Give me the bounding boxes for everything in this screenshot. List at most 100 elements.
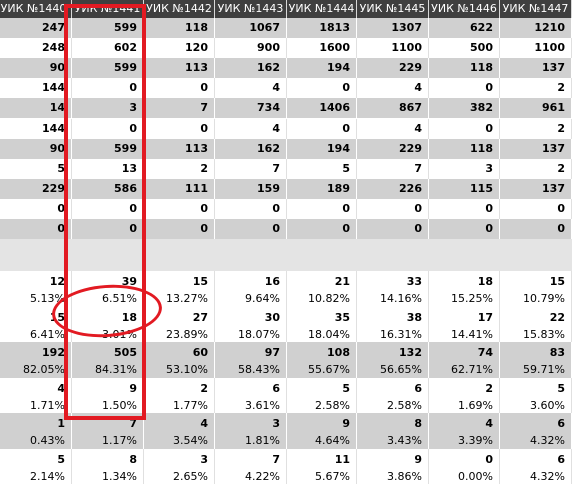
- table-cell: 0: [287, 198, 357, 219]
- cell-percent: 5.13%: [30, 292, 65, 306]
- cell-count: 144: [42, 81, 65, 95]
- cell-count: 4: [272, 121, 280, 135]
- cell-count: 38: [406, 310, 422, 324]
- table-cell: 1307: [357, 18, 429, 39]
- cell-count: 137: [542, 181, 565, 195]
- table-cell: 162: [215, 58, 287, 79]
- cell-percent: 9.64%: [245, 292, 280, 306]
- table-cell: 83 59.71%: [500, 342, 572, 378]
- cell-percent: 14.41%: [451, 327, 493, 341]
- cell-percent: 53.10%: [166, 363, 208, 377]
- table-cell: 599: [72, 18, 144, 39]
- cell-count: 586: [114, 181, 137, 195]
- cell-count: 1406: [319, 101, 350, 115]
- cell-count: 0: [129, 201, 137, 215]
- table-row: 15 6.41% 18 3.01% 27 23.89% 30 18.07% 35 18.04% 38…: [0, 306, 572, 343]
- cell-count: 0: [485, 222, 493, 235]
- table-cell: 1100: [500, 38, 572, 59]
- cell-count: 2: [200, 381, 208, 395]
- table-cell: 248: [0, 38, 72, 59]
- cell-count: 0: [414, 201, 422, 215]
- cell-percent: 23.89%: [166, 327, 208, 341]
- table-cell: 622: [429, 18, 500, 39]
- cell-count: 108: [327, 346, 350, 360]
- table-cell: 0: [72, 118, 144, 139]
- table-cell: 15 13.27%: [144, 271, 215, 307]
- cell-count: 115: [470, 181, 493, 195]
- table-cell: 5 2.58%: [287, 377, 357, 414]
- cell-count: 5: [57, 161, 65, 175]
- spacer-row: [0, 239, 572, 272]
- cell-percent: 16.31%: [380, 327, 422, 341]
- cell-count: 5: [342, 161, 350, 175]
- cell-count: 734: [257, 101, 280, 115]
- table-cell: 192 82.05%: [0, 342, 72, 378]
- table-cell: 1813: [287, 18, 357, 39]
- cell-percent: 84.31%: [95, 363, 137, 377]
- table-cell: 505 84.31%: [72, 342, 144, 378]
- table-row: 192 82.05% 505 84.31% 60 53.10% 97 58.43% 108 55.…: [0, 342, 572, 378]
- cell-count: 90: [49, 61, 65, 75]
- table-cell: 132 56.65%: [357, 342, 429, 378]
- column-header: УИК №1447: [500, 0, 572, 18]
- cell-count: 247: [42, 21, 65, 34]
- table-cell: 0: [0, 219, 72, 240]
- table-cell: 0: [72, 219, 144, 240]
- cell-count: 22: [549, 310, 565, 324]
- table-cell: 8 3.43%: [357, 413, 429, 449]
- table-cell: 118: [429, 58, 500, 79]
- table-cell: 0: [357, 198, 429, 219]
- table-cell: 137: [500, 58, 572, 79]
- cell-count: 18: [477, 275, 493, 289]
- column-header-label: УИК №1447: [502, 2, 569, 15]
- cell-count: 12: [49, 275, 65, 289]
- table-row: 1 0.43% 7 1.17% 4 3.54% 3 1.81% 9 4.64% 8 3.43% 4 3.3…: [0, 413, 572, 449]
- column-header-label: УИК №1441: [74, 2, 141, 15]
- table-cell: 22 15.83%: [500, 306, 572, 343]
- cell-count: 4: [272, 81, 280, 95]
- cell-count: 11: [334, 452, 350, 466]
- cell-count: 5: [342, 381, 350, 395]
- cell-count: 0: [272, 222, 280, 235]
- column-header: УИК №1440: [0, 0, 72, 18]
- table-cell: 15 10.79%: [500, 271, 572, 307]
- table-cell: 6 4.32%: [500, 413, 572, 449]
- table-cell: 2: [500, 78, 572, 99]
- cell-count: 1100: [534, 41, 565, 55]
- column-header-label: УИК №1446: [431, 2, 497, 15]
- cell-percent: 4.22%: [245, 469, 280, 483]
- table-cell: 0: [72, 198, 144, 219]
- cell-count: 35: [334, 310, 350, 324]
- table-cell: 33 14.16%: [357, 271, 429, 307]
- cell-count: 961: [542, 101, 565, 115]
- table-cell: 0: [72, 78, 144, 99]
- cell-percent: 18.04%: [308, 327, 350, 341]
- cell-percent: 1.81%: [245, 434, 280, 448]
- table-cell: 3: [72, 98, 144, 119]
- table-cell: 500: [429, 38, 500, 59]
- cell-count: 132: [399, 346, 422, 360]
- cell-count: 162: [257, 61, 280, 75]
- cell-count: 90: [49, 141, 65, 155]
- table-cell: 5 2.14%: [0, 448, 72, 484]
- cell-count: 137: [542, 141, 565, 155]
- cell-count: 4: [200, 417, 208, 431]
- cell-count: 14: [49, 101, 65, 115]
- table-cell: 3 1.81%: [215, 413, 287, 449]
- cell-count: 4: [57, 381, 65, 395]
- table-cell: 6 2.58%: [357, 377, 429, 414]
- table-cell: 97 58.43%: [215, 342, 287, 378]
- table-cell: 189: [287, 178, 357, 199]
- table-cell: 2: [500, 158, 572, 179]
- cell-percent: 0.00%: [458, 469, 493, 483]
- table-cell: 961: [500, 98, 572, 119]
- table-row: 248 602 120 900 1600 1100 500 1100: [0, 38, 572, 59]
- cell-count: 30: [264, 310, 280, 324]
- table-cell: 5 3.60%: [500, 377, 572, 414]
- cell-count: 97: [264, 346, 280, 360]
- cell-count: 6: [414, 381, 422, 395]
- table-cell: 115: [429, 178, 500, 199]
- cell-count: 382: [470, 101, 493, 115]
- cell-count: 144: [42, 121, 65, 135]
- table-row: 12 5.13% 39 6.51% 15 13.27% 16 9.64% 21 10.82% 33 1…: [0, 271, 572, 307]
